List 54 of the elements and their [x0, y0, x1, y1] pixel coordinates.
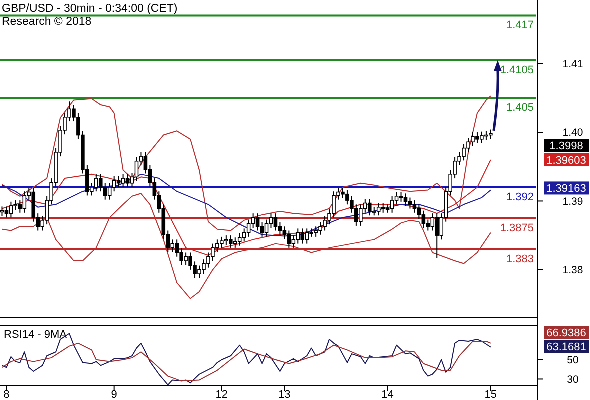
candlestick	[287, 230, 292, 248]
y-tick-label: 50	[567, 354, 579, 367]
candlestick	[376, 202, 381, 216]
ref-line-label: 1.417	[506, 20, 534, 32]
candlestick	[256, 213, 260, 232]
candlestick	[296, 228, 300, 244]
candlestick	[9, 201, 14, 218]
ref-line-label: 1.405	[506, 102, 534, 114]
candlestick	[126, 174, 130, 188]
candlestick	[22, 191, 27, 214]
text: 1.3998	[550, 140, 584, 152]
ref-line-label: 1.392	[506, 191, 534, 204]
ref-line-label: 1.3875	[500, 222, 534, 234]
candlestick	[4, 206, 9, 218]
ref-line-label: 1.4105	[500, 64, 534, 76]
candlestick	[399, 192, 404, 202]
line-series	[2, 340, 492, 382]
candlestick	[238, 233, 242, 246]
candlestick	[274, 213, 278, 232]
candlestick	[246, 219, 251, 238]
y-tick-label: 1.40	[562, 127, 584, 140]
candlestick	[404, 193, 408, 207]
y-tick-label: 1.39	[562, 196, 584, 208]
x-tick-label: 8	[4, 389, 10, 400]
candlestick	[14, 200, 18, 211]
text: Research © 2018	[2, 16, 92, 28]
chart-title: GBP/USD - 30min - 0:34:00 (CET)	[2, 3, 178, 15]
candlestick	[112, 176, 116, 192]
candlestick	[134, 156, 139, 182]
candlestick	[264, 219, 269, 238]
candlestick	[422, 210, 426, 229]
chart-title: RSI14 - 9MA	[4, 329, 68, 341]
candlestick	[381, 202, 386, 214]
x-tick-label: 9	[111, 389, 118, 400]
text: 63.1681	[546, 342, 586, 354]
candlestick	[394, 192, 399, 206]
candlestick	[116, 176, 121, 188]
text: 1.39163	[546, 183, 586, 196]
text: 66.9386	[546, 328, 586, 340]
x-tick-label: 12	[216, 389, 228, 400]
candlestick	[269, 213, 274, 229]
candlestick	[390, 196, 394, 214]
x-tick-label: 14	[382, 389, 394, 400]
y-tick-label: 1.38	[562, 264, 584, 277]
candlestick	[108, 182, 112, 200]
y-tick-label: 1.41	[562, 58, 584, 70]
text: 1.39603	[546, 154, 586, 167]
candlestick	[408, 197, 412, 210]
x-tick-label: 13	[278, 389, 291, 400]
y-tick-label: 30	[567, 374, 579, 386]
candlestick	[251, 213, 256, 229]
ref-line-label: 1.383	[506, 253, 534, 266]
x-tick-label: 15	[484, 389, 498, 400]
candlestick	[121, 174, 126, 188]
